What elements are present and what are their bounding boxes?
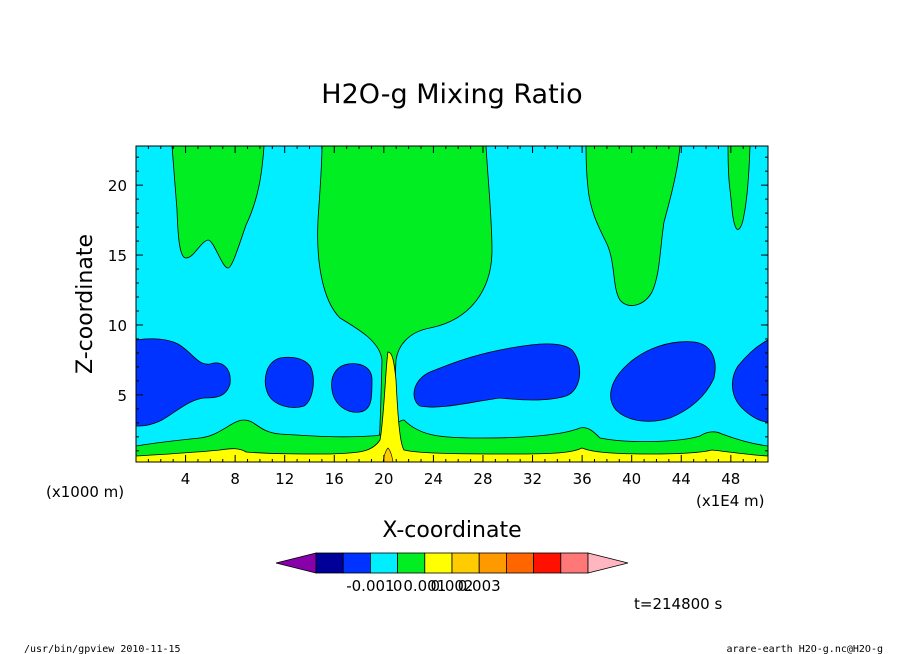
colorbar-tick-label: -0.001 xyxy=(346,577,394,595)
y-tick-label: 15 xyxy=(108,247,127,265)
colorbar-tick-label: 0.002 xyxy=(431,577,474,595)
colorbar-segment xyxy=(505,552,534,574)
x-tick-label: 20 xyxy=(374,470,393,488)
yellow-surface-band xyxy=(136,351,768,462)
colorbar-segment xyxy=(315,552,344,574)
x-tick-label: 8 xyxy=(230,470,240,488)
colorbar-segment xyxy=(369,552,398,574)
x-axis-label: X-coordinate xyxy=(382,518,521,543)
colorbar-upper-extension xyxy=(587,552,629,574)
green-region-upper-1 xyxy=(171,146,265,269)
x-tick-label: 32 xyxy=(523,470,542,488)
green-region-upper-4 xyxy=(727,146,751,230)
green-band-lower xyxy=(136,419,768,462)
x-tick-label: 16 xyxy=(325,470,344,488)
x-tick-label: 48 xyxy=(721,470,740,488)
x-axis-unit-right: (x1E4 m) xyxy=(696,492,765,510)
blue-region-3 xyxy=(331,363,373,413)
colorbar-tick-label: 0 xyxy=(393,577,403,595)
colorbar xyxy=(275,552,629,574)
y-tick-label: 5 xyxy=(117,387,127,405)
colorbar-tick-label: 0.003 xyxy=(458,577,501,595)
colorbar-tick-label: 0.001 xyxy=(403,577,446,595)
plot-frame xyxy=(135,145,769,463)
x-tick-label: 36 xyxy=(573,470,592,488)
colorbar-segment xyxy=(533,552,562,574)
time-label: t=214800 s xyxy=(634,595,722,613)
colorbar-segment xyxy=(342,552,371,574)
x-tick-label: 44 xyxy=(672,470,691,488)
blue-region-5 xyxy=(610,341,716,422)
plot-area xyxy=(136,146,768,462)
colorbar-segment xyxy=(424,552,453,574)
x-tick-label: 24 xyxy=(424,470,443,488)
x-tick-label: 40 xyxy=(622,470,641,488)
colorbar-segment xyxy=(397,552,426,574)
colorbar-segment xyxy=(451,552,480,574)
x-tick-label: 28 xyxy=(473,470,492,488)
blue-region-6 xyxy=(732,339,768,423)
x-axis-ticks: 4 8 12 16 20 24 28 32 36 40 44 48 xyxy=(135,146,769,488)
colorbar-segment xyxy=(560,552,589,574)
x-tick-label: 12 xyxy=(275,470,294,488)
x-tick-label: 4 xyxy=(181,470,191,488)
footer-left: /usr/bin/gpview 2010-11-15 xyxy=(24,644,181,654)
y-tick-label: 20 xyxy=(108,177,127,195)
x-axis-unit-left: (x1000 m) xyxy=(46,483,124,501)
y-tick-label: 10 xyxy=(108,317,127,335)
footer-right: arare-earth_H2O-g.nc@H2O-g xyxy=(726,644,883,654)
blue-region-4 xyxy=(413,343,580,408)
colorbar-segment xyxy=(478,552,507,574)
green-region-upper-3 xyxy=(585,146,681,306)
blue-region-1 xyxy=(136,338,231,427)
colorbar-lower-extension xyxy=(275,552,317,574)
y-axis-label: Z-coordinate xyxy=(73,234,98,374)
y-axis-ticks: 5 10 15 20 xyxy=(108,156,768,452)
chart-title: H2O-g Mixing Ratio xyxy=(321,79,582,110)
blue-region-2 xyxy=(264,356,314,408)
